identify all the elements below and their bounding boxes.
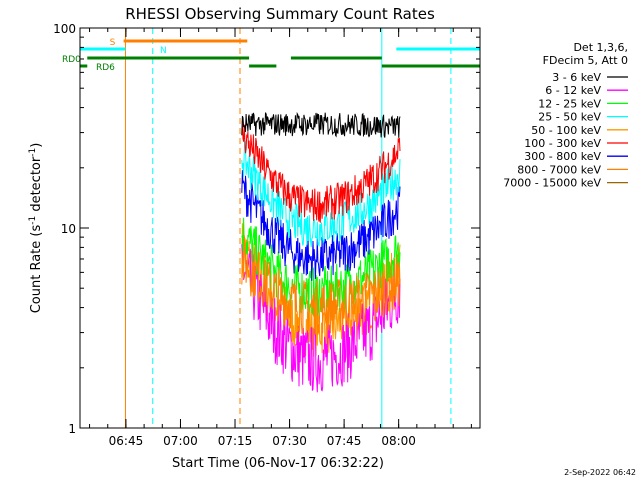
series-trace-7	[241, 235, 401, 336]
flag-label-rd0: RD0	[62, 55, 81, 65]
x-tick-label-5: 08:00	[381, 434, 416, 448]
axes-ticks: 1 10 100 06:45 07:00 07:15 07:30 07:45 08:00	[53, 22, 480, 448]
x-tick-label-0: 06:45	[109, 434, 144, 448]
legend-label-7: 800 - 7000 keV	[517, 163, 601, 176]
legend-label-2: 12 - 25 keV	[538, 97, 601, 110]
series-trace-5	[241, 121, 401, 223]
flag-label-rd6: RD6	[96, 63, 115, 73]
series-traces	[241, 111, 401, 393]
x-tick-label-1: 07:00	[163, 434, 198, 448]
y-axis-label-mid: detector	[29, 156, 44, 216]
x-axis-label: Start Time (06-Nov-17 06:32:22)	[172, 456, 384, 471]
y-axis-label-exp1: -1	[28, 216, 38, 225]
y-axis-label: Count Rate (s-1 detector-1)	[28, 143, 44, 314]
x-tick-label-3: 07:30	[272, 434, 307, 448]
legend-header-0: Det 1,3,6,	[573, 41, 628, 54]
flag-label-n: N	[160, 46, 167, 56]
flag-label-s: S	[110, 38, 116, 48]
y-axis-label-close: )	[29, 143, 44, 148]
legend-label-8: 7000 - 15000 keV	[503, 177, 601, 190]
legend-label-0: 3 - 6 keV	[552, 71, 601, 84]
y-tick-label-0: 1	[68, 422, 76, 436]
legend-header-1: FDecim 5, Att 0	[543, 54, 628, 67]
y-tick-label-2: 100	[53, 22, 76, 36]
x-tick-label-2: 07:15	[218, 434, 253, 448]
legend-label-5: 100 - 300 keV	[524, 137, 601, 150]
x-tick-label-4: 07:45	[327, 434, 362, 448]
y-axis-label-exp2: -1	[28, 148, 38, 157]
legend-label-4: 50 - 100 keV	[531, 124, 601, 137]
chart-title: RHESSI Observing Summary Count Rates	[125, 5, 435, 23]
flag-bars: S N RD0 RD6	[62, 38, 480, 73]
legend-label-1: 6 - 12 keV	[545, 84, 601, 97]
series-trace-3	[241, 138, 401, 247]
legend-label-3: 25 - 50 keV	[538, 111, 601, 124]
series-trace-6	[241, 170, 401, 281]
y-axis-label-main: Count Rate (s	[29, 225, 44, 314]
footer-timestamp: 2-Sep-2022 06:42	[564, 468, 636, 477]
legend-label-6: 300 - 800 keV	[524, 150, 601, 163]
series-trace-0	[241, 111, 401, 138]
y-tick-label-1: 10	[61, 222, 76, 236]
series-trace-1	[241, 244, 401, 393]
plot-frame	[79, 27, 481, 429]
